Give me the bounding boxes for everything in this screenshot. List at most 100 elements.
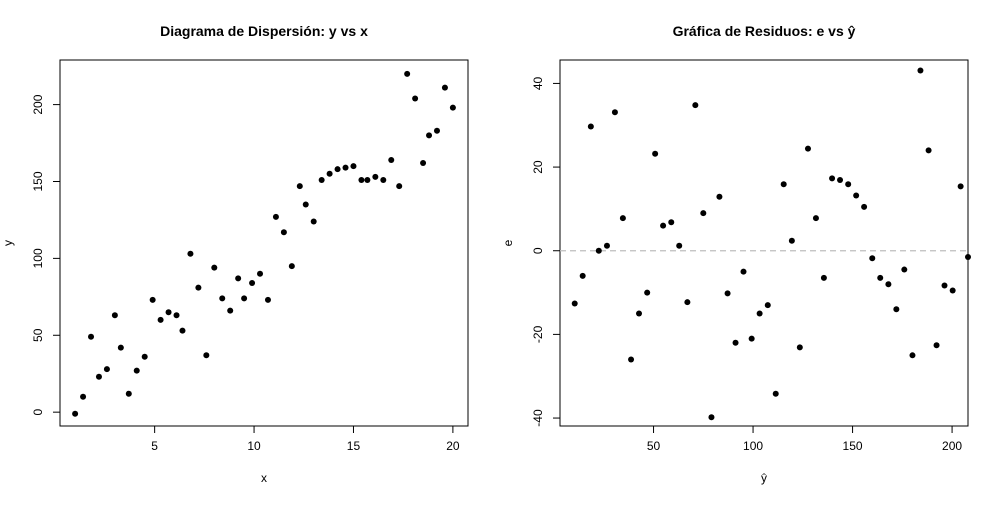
scatter-x-tick-label: 10 xyxy=(247,439,261,453)
residual-point xyxy=(611,109,618,116)
scatter-point xyxy=(219,295,226,302)
residual-y-axis: -40 -20 0 20 40 xyxy=(531,76,560,427)
scatter-y-label: y xyxy=(1,240,15,246)
scatter-point xyxy=(141,353,148,360)
scatter-title: Diagrama de Dispersión: y vs x xyxy=(160,23,368,39)
scatter-panel: Diagrama de Dispersión: y vs x 5 10 15 20 0… xyxy=(1,23,469,485)
scatter-point xyxy=(334,166,341,173)
residual-point xyxy=(692,102,699,109)
scatter-y-tick-label: 100 xyxy=(31,248,45,268)
residual-point xyxy=(652,150,659,157)
scatter-point xyxy=(426,132,433,139)
residual-point xyxy=(861,203,868,210)
scatter-point xyxy=(264,296,271,303)
scatter-point xyxy=(449,104,456,111)
scatter-point xyxy=(187,250,194,257)
scatter-points xyxy=(72,70,456,417)
residual-point xyxy=(845,181,852,188)
residual-point xyxy=(716,193,723,200)
residual-x-tick-label: 100 xyxy=(743,439,763,453)
scatter-point xyxy=(95,373,102,380)
scatter-x-tick-label: 5 xyxy=(151,439,158,453)
scatter-point xyxy=(149,296,156,303)
scatter-y-tick-label: 150 xyxy=(31,171,45,191)
residual-x-tick-label: 50 xyxy=(647,439,661,453)
residual-point xyxy=(837,177,844,184)
residual-point xyxy=(901,266,908,273)
residual-point xyxy=(909,352,916,359)
residual-point xyxy=(804,145,811,152)
residual-point xyxy=(788,237,795,244)
scatter-point xyxy=(165,309,172,316)
residual-point xyxy=(748,335,755,342)
scatter-point xyxy=(420,160,427,167)
residual-point xyxy=(684,299,691,306)
scatter-point xyxy=(125,390,132,397)
residual-point xyxy=(780,181,787,188)
scatter-point xyxy=(133,367,140,374)
residual-point xyxy=(853,192,860,199)
residual-point xyxy=(820,274,827,281)
residual-point xyxy=(772,390,779,397)
scatter-point xyxy=(372,173,379,180)
residual-plot-frame xyxy=(559,59,969,427)
residual-point xyxy=(740,268,747,275)
scatter-point xyxy=(241,295,248,302)
residual-point xyxy=(595,247,602,254)
residual-point xyxy=(925,147,932,154)
scatter-point xyxy=(280,229,287,236)
scatter-x-tick-label: 15 xyxy=(347,439,361,453)
scatter-y-tick-label: 0 xyxy=(31,409,45,416)
residual-x-tick-label: 150 xyxy=(843,439,863,453)
residual-y-tick-label: 20 xyxy=(531,160,545,174)
scatter-plot-frame xyxy=(59,59,469,427)
residual-point xyxy=(933,342,940,349)
scatter-y-tick-label: 50 xyxy=(31,328,45,342)
residual-x-axis: 50 100 150 200 xyxy=(647,426,962,453)
residual-point xyxy=(941,282,948,289)
residual-point xyxy=(724,290,731,297)
residual-point xyxy=(668,219,675,226)
residual-point xyxy=(796,344,803,351)
residual-point xyxy=(965,254,971,261)
residual-point xyxy=(571,300,578,307)
residual-title: Gráfica de Residuos: e vs ŷ xyxy=(673,23,856,39)
scatter-point xyxy=(412,95,419,102)
residual-points xyxy=(571,67,971,421)
scatter-point xyxy=(72,410,79,417)
scatter-point xyxy=(433,127,440,134)
scatter-point xyxy=(179,327,186,334)
scatter-point xyxy=(318,176,325,183)
residual-point xyxy=(700,210,707,217)
scatter-point xyxy=(310,218,317,225)
scatter-point xyxy=(364,176,371,183)
scatter-point xyxy=(88,333,95,340)
scatter-point xyxy=(173,312,180,319)
residual-point xyxy=(619,215,626,222)
residual-point xyxy=(869,255,876,262)
scatter-point xyxy=(272,213,279,220)
residual-point xyxy=(957,183,964,190)
residual-point xyxy=(917,67,924,74)
residual-y-tick-label: -20 xyxy=(531,325,545,343)
scatter-x-tick-label: 20 xyxy=(446,439,460,453)
scatter-point xyxy=(211,264,218,271)
scatter-x-label: x xyxy=(261,471,267,485)
scatter-x-axis: 5 10 15 20 xyxy=(151,426,460,453)
scatter-point xyxy=(326,170,333,177)
scatter-point xyxy=(257,270,264,277)
scatter-point xyxy=(350,163,357,170)
residual-point xyxy=(660,222,667,229)
residual-point xyxy=(756,310,763,317)
residual-point xyxy=(877,274,884,281)
scatter-y-axis: 0 50 100 150 200 xyxy=(31,94,60,416)
residual-point xyxy=(885,281,892,288)
scatter-point xyxy=(203,352,210,359)
scatter-point xyxy=(80,393,87,400)
scatter-point xyxy=(111,312,118,319)
scatter-point xyxy=(404,70,411,77)
residual-point xyxy=(644,289,651,296)
scatter-point xyxy=(195,284,202,291)
